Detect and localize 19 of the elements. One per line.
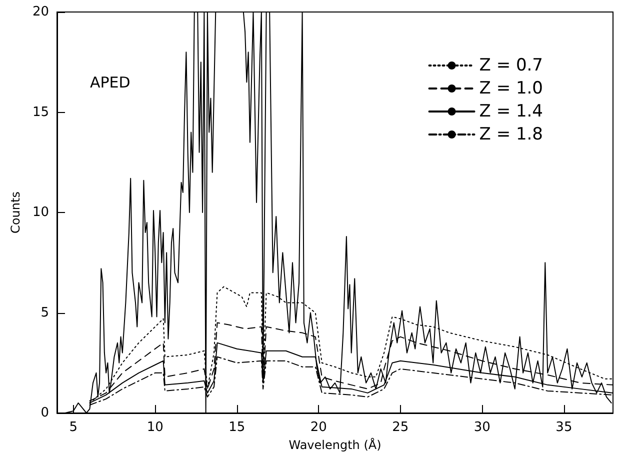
legend-label: Z = 1.0 (479, 78, 543, 98)
x-tick-label: 25 (392, 420, 409, 435)
x-tick-label: 5 (69, 420, 78, 435)
y-tick-label: 10 (32, 205, 49, 220)
legend-label: Z = 1.4 (479, 102, 543, 122)
legend-label: Z = 0.7 (479, 56, 543, 76)
annotation: APED (90, 74, 130, 92)
y-tick-label: 5 (40, 305, 49, 320)
x-tick-label: 35 (556, 420, 572, 435)
x-tick-label: 30 (474, 420, 490, 435)
y-axis-title: Counts (8, 192, 23, 234)
y-tick-label: 15 (32, 104, 49, 120)
y-tick-label: 20 (32, 4, 49, 20)
x-tick-label: 15 (228, 420, 246, 435)
x-axis-title: Wavelength (Å) (288, 437, 382, 452)
y-tick-label: 0 (40, 406, 49, 420)
x-tick-label: 20 (310, 420, 327, 435)
x-tick-label: 10 (146, 420, 164, 435)
legend-label: Z = 1.8 (479, 124, 543, 144)
